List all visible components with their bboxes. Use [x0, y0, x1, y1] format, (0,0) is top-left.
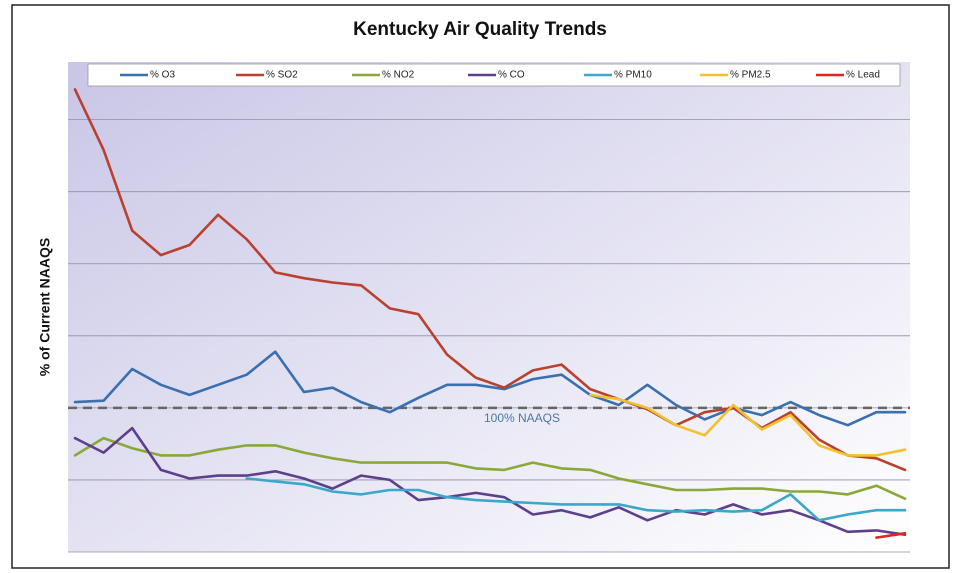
series-line — [588, 393, 907, 457]
legend-label: % SO2 — [266, 70, 298, 81]
series-line — [73, 426, 907, 536]
legend-label: % PM2.5 — [730, 70, 771, 81]
y-axis-label: % of Current NAAQS — [37, 238, 53, 376]
series-line — [73, 350, 907, 427]
legend-label: % PM10 — [614, 70, 652, 81]
legend-label: % O3 — [150, 70, 175, 81]
legend-label: % NO2 — [382, 70, 415, 81]
series-line — [73, 88, 907, 472]
series-line — [875, 532, 907, 539]
chart-title: Kentucky Air Quality Trends — [353, 19, 607, 40]
series-line — [73, 436, 907, 500]
series-line — [245, 477, 907, 522]
legend-label: % CO — [498, 70, 525, 81]
reference-label: 100% NAAQS — [484, 411, 560, 425]
legend-label: % Lead — [846, 70, 880, 81]
